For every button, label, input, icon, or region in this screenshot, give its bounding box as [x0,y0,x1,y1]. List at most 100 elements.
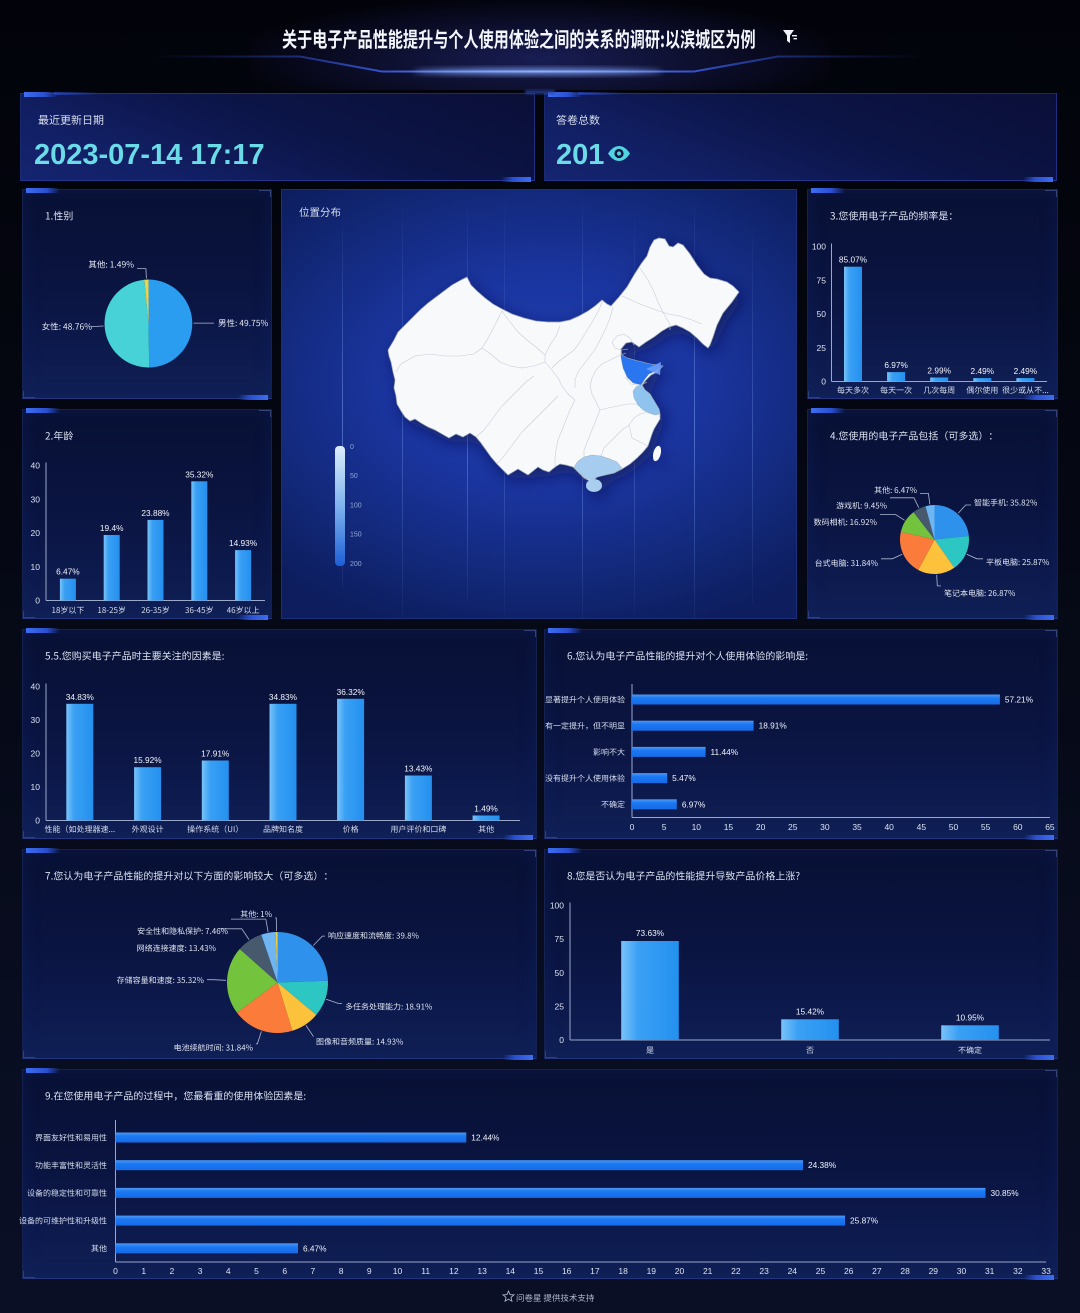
svg-text:50: 50 [350,473,358,480]
svg-text:100: 100 [812,242,826,252]
svg-text:60: 60 [1013,822,1023,832]
svg-text:30.85%: 30.85% [990,1188,1019,1198]
svg-text:17: 17 [590,1266,600,1276]
svg-text:14.93%: 14.93% [229,538,258,548]
svg-text:33: 33 [1041,1266,1051,1276]
svg-text:40: 40 [31,682,41,692]
svg-text:6.97%: 6.97% [682,799,706,809]
svg-text:14: 14 [506,1266,516,1276]
svg-text:20: 20 [31,528,41,538]
svg-text:2023-07-14 17:17: 2023-07-14 17:17 [34,139,265,171]
svg-text:15: 15 [534,1266,544,1276]
svg-text:25: 25 [788,822,798,832]
svg-text:30: 30 [31,494,41,504]
svg-text:19: 19 [647,1266,657,1276]
svg-text:23.88%: 23.88% [141,508,170,518]
svg-text:26: 26 [844,1266,854,1276]
svg-text:4: 4 [226,1266,231,1276]
svg-text:10: 10 [692,822,702,832]
svg-text:18: 18 [618,1266,628,1276]
svg-text:57.21%: 57.21% [1005,695,1034,705]
svg-text:11: 11 [421,1266,430,1276]
svg-text:10.95%: 10.95% [956,1012,985,1022]
svg-text:5: 5 [254,1266,259,1276]
svg-text:1.49%: 1.49% [474,804,498,814]
svg-text:50: 50 [949,822,959,832]
svg-text:25: 25 [817,343,827,353]
svg-text:6: 6 [282,1266,287,1276]
svg-text:15.92%: 15.92% [133,755,162,765]
svg-text:20: 20 [675,1266,685,1276]
svg-text:28: 28 [900,1266,910,1276]
svg-text:20: 20 [31,749,41,759]
svg-text:0: 0 [630,822,635,832]
svg-text:22: 22 [731,1266,741,1276]
svg-text:15: 15 [724,822,734,832]
svg-text:73.63%: 73.63% [636,928,665,938]
svg-text:55: 55 [981,822,991,832]
svg-text:65: 65 [1045,822,1055,832]
svg-text:5.47%: 5.47% [672,773,696,783]
svg-text:201: 201 [556,139,604,171]
svg-text:5: 5 [662,822,667,832]
svg-text:30: 30 [31,715,41,725]
svg-text:16: 16 [562,1266,572,1276]
svg-text:100: 100 [350,502,362,509]
svg-text:75: 75 [817,275,827,285]
svg-text:75: 75 [555,934,565,944]
svg-text:100: 100 [550,901,564,911]
svg-text:32: 32 [1013,1266,1023,1276]
svg-text:0: 0 [35,596,40,606]
svg-text:12: 12 [449,1266,459,1276]
svg-text:24: 24 [788,1266,798,1276]
svg-text:11.44%: 11.44% [711,747,739,757]
svg-text:21: 21 [703,1266,713,1276]
svg-text:15.42%: 15.42% [796,1006,825,1016]
svg-text:23: 23 [759,1266,769,1276]
svg-text:10: 10 [31,782,41,792]
svg-text:34.83%: 34.83% [269,692,298,702]
svg-text:6.97%: 6.97% [884,360,908,370]
svg-text:0: 0 [821,377,826,387]
svg-text:30: 30 [820,822,830,832]
svg-text:17.91%: 17.91% [201,749,230,759]
svg-text:20: 20 [756,822,766,832]
svg-text:2.99%: 2.99% [927,365,951,375]
svg-text:9: 9 [367,1266,372,1276]
svg-text:35: 35 [852,822,862,832]
svg-text:31: 31 [985,1266,995,1276]
svg-text:10: 10 [393,1266,403,1276]
svg-text:7: 7 [311,1266,316,1276]
svg-text:25: 25 [816,1266,826,1276]
svg-text:45: 45 [917,822,927,832]
svg-text:36.32%: 36.32% [337,687,366,697]
svg-text:0: 0 [113,1266,118,1276]
svg-text:29: 29 [929,1266,939,1276]
svg-text:25: 25 [555,1001,565,1011]
svg-text:40: 40 [31,461,41,471]
svg-text:12.44%: 12.44% [471,1133,500,1143]
svg-text:6.47%: 6.47% [303,1243,327,1253]
svg-text:150: 150 [350,532,362,539]
svg-text:2.49%: 2.49% [1014,366,1038,376]
svg-text:13.43%: 13.43% [404,764,433,774]
svg-text:10: 10 [31,562,41,572]
svg-text:6.47%: 6.47% [56,567,80,577]
svg-text:50: 50 [817,309,827,319]
svg-text:3: 3 [198,1266,203,1276]
svg-text:0: 0 [559,1035,564,1045]
svg-text:35.32%: 35.32% [185,469,214,479]
svg-text:19.4%: 19.4% [100,523,124,533]
svg-text:40: 40 [884,822,894,832]
svg-text:0: 0 [35,816,40,826]
svg-text:13: 13 [477,1266,487,1276]
svg-text:25.87%: 25.87% [850,1216,879,1226]
svg-text:34.83%: 34.83% [66,692,95,702]
svg-text:200: 200 [350,561,362,568]
svg-text:2.49%: 2.49% [971,366,995,376]
svg-text:8: 8 [339,1266,344,1276]
svg-text:27: 27 [872,1266,882,1276]
svg-text:1: 1 [141,1266,146,1276]
svg-text:2: 2 [170,1266,175,1276]
svg-text:18.91%: 18.91% [759,721,788,731]
